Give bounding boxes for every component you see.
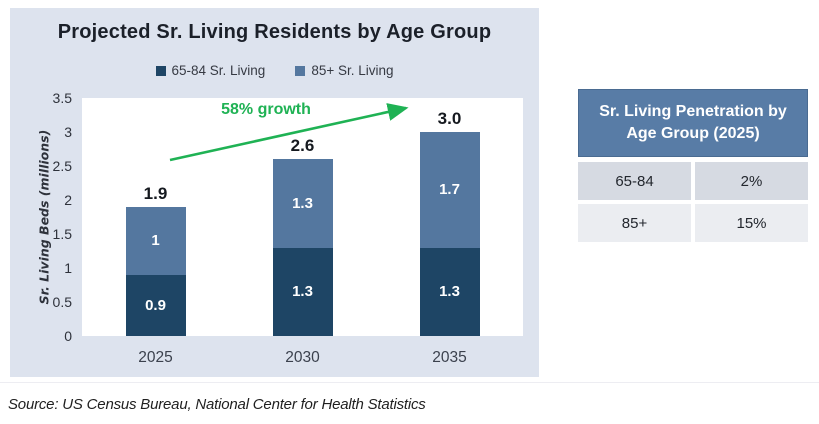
y-tick-label: 2.5 (52, 158, 72, 174)
plot-area: 1.9 1 0.9 2.6 1.3 1.3 3.0 1.7 1.3 58% growth (82, 98, 523, 336)
stacked-bar: 1.3 1.3 (272, 159, 333, 336)
table-rows: 65-84 2% 85+ 15% (578, 162, 808, 242)
chart-legend: 65-84 Sr. Living 85+ Sr. Living (10, 63, 539, 78)
legend-item: 65-84 Sr. Living (155, 63, 266, 78)
bar-column: 3.0 1.7 1.3 (376, 98, 523, 336)
table-header: Sr. Living Penetration by Age Group (202… (578, 89, 808, 157)
penetration-table: Sr. Living Penetration by Age Group (202… (578, 89, 808, 242)
x-tick-label: 2035 (432, 349, 467, 366)
y-tick-label: 3.5 (52, 90, 72, 106)
bar-segment: 0.9 (125, 274, 186, 336)
table-row: 65-84 2% (578, 162, 808, 200)
bar-segment: 1 (125, 206, 186, 275)
bar-segment: 1.3 (272, 247, 333, 336)
bottom-divider (0, 382, 819, 383)
bar-total-label: 3.0 (437, 109, 462, 129)
y-tick-label: 1.5 (52, 226, 72, 242)
y-tick-label: 0.5 (52, 294, 72, 310)
bar-column: 1.9 1 0.9 (82, 98, 229, 336)
stacked-bar: 1 0.9 (125, 206, 186, 336)
bar-total-label: 1.9 (143, 183, 168, 203)
legend-swatch-icon (295, 65, 306, 76)
y-tick-label: 0 (64, 328, 72, 344)
y-axis-ticks: 0 0.5 1 1.5 2 2.5 3 3.5 (10, 91, 76, 343)
bar-segment: 1.7 (419, 132, 480, 248)
table-cell-value: 2% (695, 162, 808, 200)
x-axis-labels: 2025 2030 2035 (82, 349, 523, 367)
y-tick-label: 1 (64, 260, 72, 276)
source-note: Source: US Census Bureau, National Cente… (8, 396, 426, 413)
bar-series: 1.9 1 0.9 2.6 1.3 1.3 3.0 1.7 1.3 (82, 98, 523, 336)
table-cell-group: 85+ (578, 204, 691, 242)
bar-segment: 1.3 (419, 247, 480, 336)
x-tick-label: 2030 (285, 349, 320, 366)
growth-annotation: 58% growth (221, 101, 311, 118)
bar-segment: 1.3 (272, 159, 333, 248)
y-tick-label: 3 (64, 124, 72, 140)
y-tick-label: 2 (64, 192, 72, 208)
legend-item: 85+ Sr. Living (295, 63, 394, 78)
stacked-bar: 1.7 1.3 (419, 132, 480, 336)
table-cell-group: 65-84 (578, 162, 691, 200)
table-cell-value: 15% (695, 204, 808, 242)
legend-swatch-icon (155, 65, 166, 76)
legend-label: 85+ Sr. Living (311, 63, 394, 78)
bar-total-label: 2.6 (290, 136, 315, 156)
bar-column: 2.6 1.3 1.3 (229, 98, 376, 336)
chart-title: Projected Sr. Living Residents by Age Gr… (57, 21, 492, 43)
x-tick-label: 2025 (138, 349, 173, 366)
chart-panel: Projected Sr. Living Residents by Age Gr… (10, 8, 539, 377)
table-row: 85+ 15% (578, 204, 808, 242)
legend-label: 65-84 Sr. Living (171, 63, 266, 78)
